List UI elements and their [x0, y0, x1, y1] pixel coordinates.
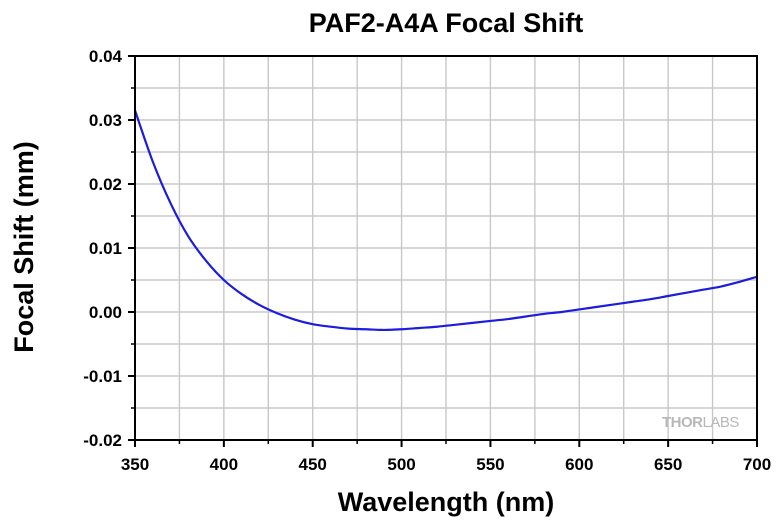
- x-tick-label: 500: [387, 455, 415, 474]
- x-tick-label: 600: [565, 455, 593, 474]
- plot-frame: [134, 55, 758, 441]
- focal-shift-line: [133, 109, 759, 332]
- x-tick-label: 650: [654, 455, 682, 474]
- x-axis-label: Wavelength (nm): [338, 487, 555, 517]
- x-tick-label: 400: [210, 455, 238, 474]
- y-tick-label: 0.01: [89, 239, 122, 258]
- y-tick-labels: -0.02 -0.01 0.00 0.01 0.02 0.03 0.04: [83, 47, 122, 450]
- y-tick-label: -0.01: [83, 367, 122, 386]
- ticks: [128, 55, 758, 447]
- watermark-thor: THOR: [662, 414, 703, 431]
- thorlabs-watermark: THORLABS: [662, 414, 739, 431]
- y-tick-label: -0.02: [83, 431, 122, 450]
- x-tick-label: 350: [121, 455, 149, 474]
- y-tick-label: 0.03: [89, 111, 122, 130]
- chart-title: PAF2-A4A Focal Shift: [309, 8, 584, 38]
- y-tick-label: 0.04: [89, 47, 123, 66]
- x-tick-label: 700: [743, 455, 771, 474]
- x-tick-label: 550: [476, 455, 504, 474]
- x-tick-labels: 350 400 450 500 550 600 650 700: [121, 455, 771, 474]
- y-axis-label: Focal Shift (mm): [9, 141, 39, 353]
- y-tick-label: 0.02: [89, 175, 122, 194]
- watermark-labs: LABS: [703, 414, 740, 431]
- grid: [135, 56, 757, 440]
- x-tick-label: 450: [299, 455, 327, 474]
- y-tick-label: 0.00: [89, 303, 122, 322]
